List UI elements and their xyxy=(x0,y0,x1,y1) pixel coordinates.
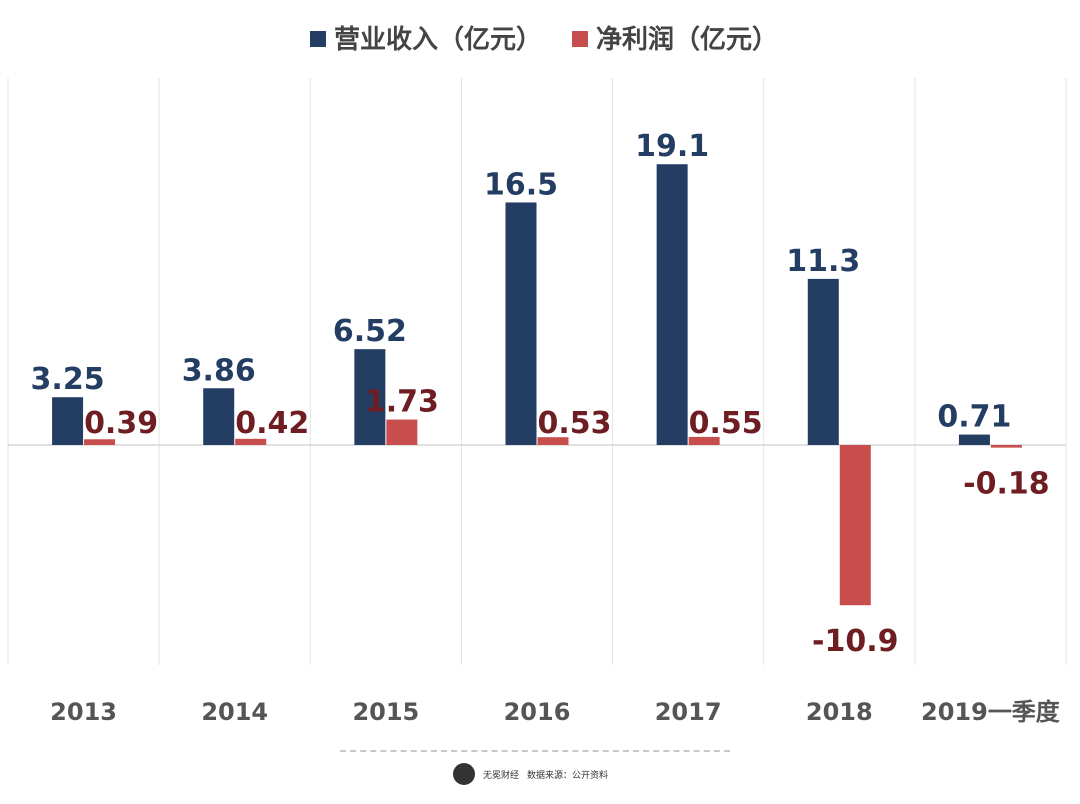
category-label: 2014 xyxy=(201,698,268,726)
data-label: 0.53 xyxy=(538,406,612,441)
data-label: 0.55 xyxy=(689,406,763,441)
bar xyxy=(505,202,537,445)
legend-swatch xyxy=(310,31,326,47)
category-label: 2015 xyxy=(352,698,419,726)
legend-swatch xyxy=(572,31,588,47)
bar xyxy=(235,438,267,445)
data-label: 0.42 xyxy=(235,406,309,441)
bar xyxy=(656,164,688,446)
legend-label: 净利润（亿元） xyxy=(596,24,778,55)
category-label: 2013 xyxy=(50,698,117,726)
data-label: 0.71 xyxy=(937,400,1011,435)
bar xyxy=(354,349,386,445)
bar xyxy=(958,434,990,445)
bar xyxy=(839,445,871,606)
data-label: -0.18 xyxy=(963,467,1049,502)
data-source: 数据来源：公开资料 xyxy=(527,770,609,781)
data-label: 3.86 xyxy=(182,353,256,388)
data-label: 1.73 xyxy=(365,385,439,420)
bar xyxy=(688,436,720,445)
data-label: -10.9 xyxy=(812,624,898,659)
data-label: 3.25 xyxy=(31,362,105,397)
category-label: 2016 xyxy=(504,698,571,726)
bar xyxy=(990,445,1022,448)
data-label: 6.52 xyxy=(333,314,407,349)
brand-logo-icon xyxy=(453,763,475,785)
bar xyxy=(807,278,839,445)
data-label: 16.5 xyxy=(484,167,558,202)
bar xyxy=(537,437,569,445)
bar xyxy=(386,419,418,445)
legend-label: 营业收入（亿元） xyxy=(334,25,542,55)
category-label: 2019一季度 xyxy=(921,698,1061,726)
data-label: 19.1 xyxy=(635,129,709,164)
bar xyxy=(52,397,84,445)
category-label: 2017 xyxy=(655,698,722,726)
data-label: 0.39 xyxy=(84,406,158,441)
data-label: 11.3 xyxy=(786,244,860,279)
category-label: 2018 xyxy=(806,698,873,726)
bar xyxy=(203,388,235,445)
bar xyxy=(84,439,116,445)
brand-name: 无冕财经 xyxy=(483,770,520,781)
footer-separator xyxy=(340,750,730,752)
footer: 无冕财经 数据来源：公开资料 xyxy=(453,760,608,788)
